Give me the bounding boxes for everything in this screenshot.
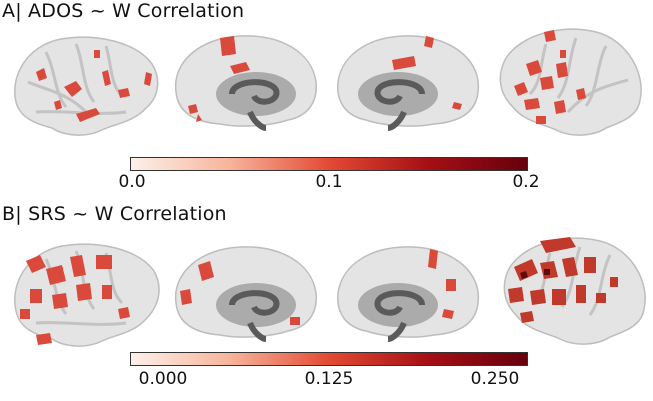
brain-left-medial-a xyxy=(174,35,317,131)
brain-left-lateral-a xyxy=(14,36,159,136)
panel-a: A| ADOS ~ W Correlation xyxy=(0,0,653,200)
colorbar-b-tick-max: 0.250 xyxy=(470,369,520,389)
colorbar-a-tick-mid: 0.1 xyxy=(315,172,343,192)
brain-right-lateral-b xyxy=(503,237,646,345)
colorbar-a-tick-min: 0.0 xyxy=(118,172,146,192)
brain-right-lateral-a xyxy=(499,28,642,136)
brain-left-medial-b xyxy=(174,246,317,342)
panel-b: B| SRS ~ W Correlation xyxy=(0,203,653,401)
brain-right-medial-b xyxy=(337,246,480,342)
colorbar-b-tick-mid: 0.125 xyxy=(304,369,354,389)
brain-left-lateral-b xyxy=(14,243,160,347)
panel-a-title: A| ADOS ~ W Correlation xyxy=(2,0,245,22)
colorbar-b-tick-min: 0.000 xyxy=(138,369,188,389)
brain-right-medial-a xyxy=(337,35,480,131)
panel-b-title: B| SRS ~ W Correlation xyxy=(2,203,227,225)
colorbar-a xyxy=(130,157,528,171)
colorbar-a-tick-max: 0.2 xyxy=(512,172,540,192)
colorbar-b xyxy=(130,352,528,366)
